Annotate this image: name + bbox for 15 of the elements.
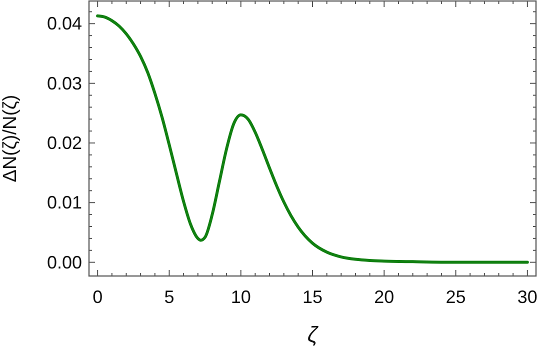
y-tick-label: 0.03 <box>46 73 82 94</box>
x-tick-label: 5 <box>164 287 174 307</box>
y-tick-label: 0.00 <box>46 252 82 272</box>
y-tick-label: 0.01 <box>46 192 82 213</box>
y-tick-label: 0.02 <box>46 132 82 153</box>
x-tick-label: 25 <box>446 287 466 307</box>
y-axis-title: ΔN(ζ)/N(ζ) <box>0 94 21 182</box>
line-series <box>96 14 529 264</box>
x-tick-label: 30 <box>517 287 538 307</box>
x-tick-label: 15 <box>302 287 323 307</box>
y-tick-label: 0.04 <box>46 14 82 34</box>
x-tick-label: 10 <box>230 287 251 307</box>
x-tick-label: 0 <box>92 287 103 307</box>
x-tick-label: 20 <box>374 287 394 307</box>
x-axis-title: ζ <box>307 322 320 347</box>
